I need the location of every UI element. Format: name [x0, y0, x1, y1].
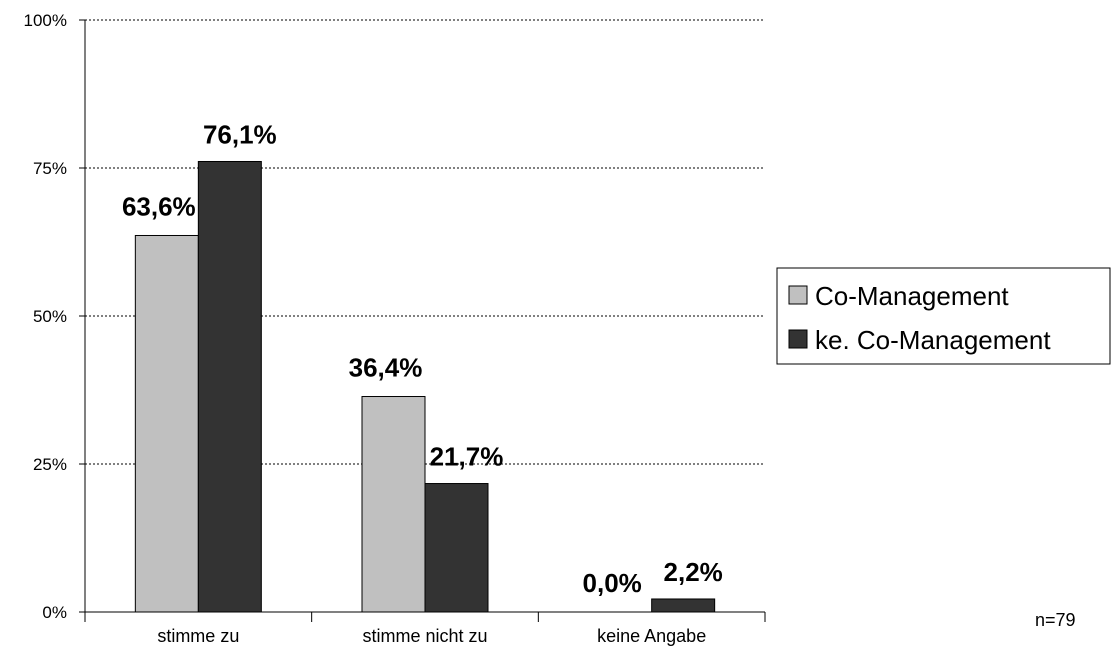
bar-series0-1 [361, 396, 426, 613]
legend: Co-Management ke. Co-Management [776, 267, 1111, 365]
bar-series0-0 [134, 234, 199, 613]
y-tick-label-25: 25% [33, 455, 67, 474]
bars [134, 160, 716, 613]
legend-label-co-management: Co-Management [815, 281, 1009, 311]
data-label-series0-2: 0,0% [583, 568, 642, 598]
data-label-series1-0: 76,1% [203, 119, 277, 149]
category-label-2: keine Angabe [597, 626, 706, 646]
data-label-series1-1: 21,7% [430, 442, 504, 472]
legend-box [776, 267, 1111, 365]
bar-series1-0 [197, 160, 262, 613]
category-label-1: stimme nicht zu [362, 626, 487, 646]
legend-swatch-co-management [788, 285, 808, 305]
data-label-series1-2: 2,2% [664, 557, 723, 587]
data-labels: 63,6% 36,4% 0,0% 76,1% 21,7% 2,2% [122, 119, 723, 598]
y-tick-label-75: 75% [33, 159, 67, 178]
y-tick-label-0: 0% [42, 603, 67, 622]
y-tick-label-100: 100% [24, 11, 67, 30]
axes [79, 19, 766, 622]
sample-size-note: n=79 [1035, 610, 1076, 630]
data-label-series0-0: 63,6% [122, 191, 196, 221]
bar-series1-1 [424, 483, 489, 613]
y-tick-label-50: 50% [33, 307, 67, 326]
bar-series1-2 [651, 598, 716, 613]
legend-label-ke-co-management: ke. Co-Management [815, 325, 1051, 355]
data-label-series0-1: 36,4% [349, 353, 423, 383]
category-label-0: stimme zu [157, 626, 239, 646]
category-labels: stimme zu stimme nicht zu keine Angabe [157, 626, 706, 646]
y-tick-labels: 0% 25% 50% 75% 100% [24, 11, 67, 622]
legend-swatch-ke-co-management [788, 329, 808, 349]
